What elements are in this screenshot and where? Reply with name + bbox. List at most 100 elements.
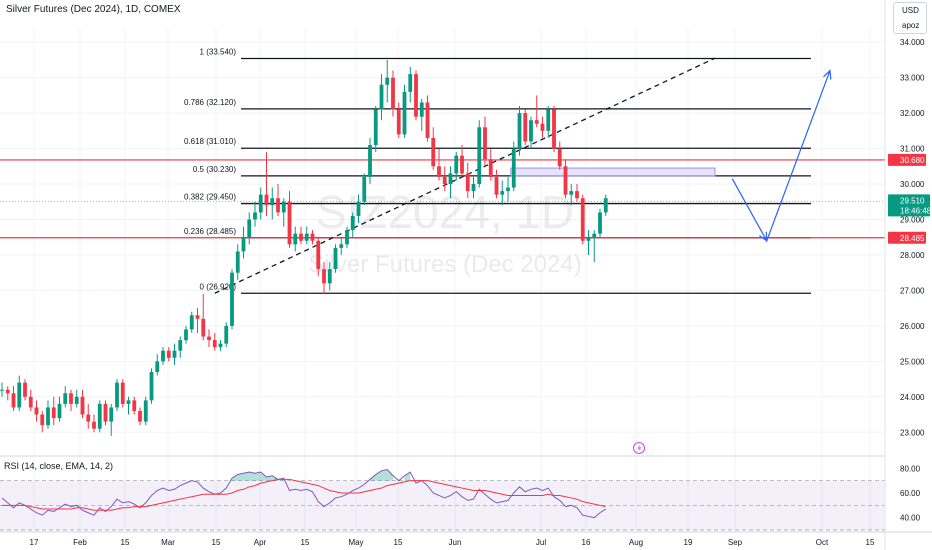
candle-body [368,145,372,177]
candle-body [207,336,211,341]
candle-body [224,325,229,344]
candle-body [57,403,62,419]
time-tick-label: Apr [254,538,267,547]
arrowhead-mid [759,231,768,242]
candle-body [603,198,608,213]
candle-body [126,400,131,404]
candle-body [109,407,114,422]
time-tick-label: 19 [684,538,693,547]
time-tick-label: Oct [816,538,829,547]
time-tick-label: 16 [582,538,591,547]
candle-body [586,237,591,241]
candle-body [316,240,321,270]
watermark-name: Silver Futures (Dec 2024) [308,251,581,278]
trendline [214,57,716,294]
candle-body [178,340,183,351]
candle-body [235,251,240,273]
last-price-tag-bg [888,194,930,217]
candle-body [454,155,459,174]
candle-body [51,407,56,419]
candle-body [362,176,367,202]
resistance-tag-bg [888,153,926,166]
time-tick-label: 15 [394,538,403,547]
candle-body [448,173,453,185]
candle-body [396,109,401,135]
candle-body [276,198,280,213]
zone-rect [510,167,716,177]
price-axis: 23.000 24.000 25.000 26.000 27.000 28.000 29.0… [900,38,925,437]
price-tick-label: 31.000 [900,145,925,154]
candle-body [0,389,4,391]
candle-body [511,148,516,188]
time-tick-label: Mar [161,538,175,547]
candle-body [86,414,91,422]
fib-label: 0.236 (28.485) [184,227,236,236]
candle-body [69,393,73,404]
rsi-line [1,469,607,519]
candle-body [264,194,269,206]
rsi-indicator-label: RSI (14, close, EMA, 14, 2) [4,461,114,471]
rsi-ema-line [2,478,606,511]
time-tick-label: Jul [536,538,546,547]
candle-body [172,350,177,358]
candle-body [494,176,499,195]
candle-body [166,350,171,358]
fib-label: 0.786 (32.120) [184,98,236,107]
candle-body [425,102,430,138]
watermark: SIZ2024, 1D Silver Futures (Dec 2024) [308,186,581,278]
candle-body [212,340,217,348]
candle-body [310,233,315,241]
price-tick-label: 23.000 [900,428,925,437]
candle-body [270,198,275,206]
alert-icon [632,441,646,455]
candle-body [28,396,33,408]
rsi-overbought-fill [232,472,284,481]
candle-body [63,393,68,404]
candle-body [155,361,160,372]
projection-path [731,70,831,243]
time-tick-label: Sep [728,538,743,547]
candle-body [322,269,326,284]
candle-body [471,184,476,192]
fib-label: 0 (26.920) [200,282,237,291]
candle-body [414,74,418,117]
candle-body [477,127,482,185]
candle-body [97,403,102,429]
fib-label: 0.618 (31.010) [184,137,236,146]
time-tick-label: 15 [866,538,875,547]
candle-body [540,123,545,131]
rsi-overbought-fill [404,472,411,481]
candle-body [552,109,556,149]
candle-body [356,201,361,216]
time-tick-label: Jun [449,538,462,547]
candle-body [281,201,286,213]
candle-body [80,396,85,415]
candles [0,59,608,436]
candle-body [592,233,597,238]
scale-selector[interactable]: USD apoz [893,2,927,34]
countdown-tag: 18:46:48 [900,206,932,215]
rsi-overbought-fill [370,469,393,481]
candle-body [575,191,579,199]
time-tick-label: Aug [629,538,643,547]
candle-body [149,371,154,401]
chart-title: Silver Futures (Dec 2024), 1D, COMEX [6,4,181,15]
price-tick-label: 33.000 [900,74,925,83]
candle-body [391,77,395,110]
candle-body [557,148,562,167]
candle-body [483,127,487,160]
candle-body [488,159,493,177]
candle-body [189,315,194,330]
candle-body [339,244,344,248]
chart-grid [0,28,885,530]
candle-body [500,191,505,195]
candle-body [184,329,188,341]
candle-body [437,166,441,177]
candle-body [431,137,436,167]
candle-body [517,113,522,149]
fib-label: 0.5 (30.230) [193,165,236,174]
price-tick-label: 28.000 [900,251,925,260]
candle-body [304,233,309,241]
